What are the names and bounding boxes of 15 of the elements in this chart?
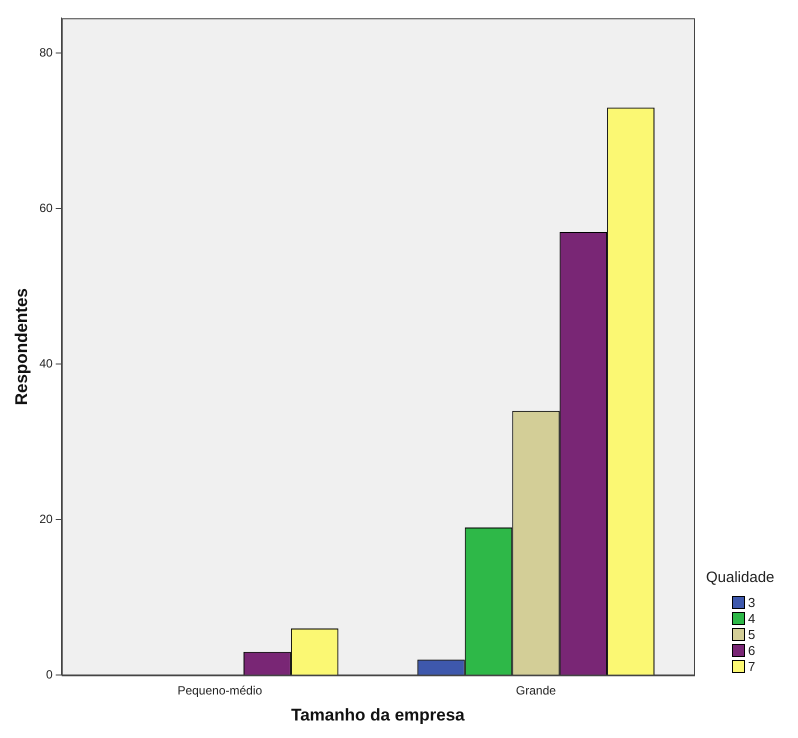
legend-label: 3 bbox=[748, 594, 756, 610]
x-tick-label: Pequeno-médio bbox=[177, 684, 262, 698]
legend-label: 6 bbox=[748, 642, 756, 658]
legend-label: 4 bbox=[748, 610, 756, 626]
y-tick-label: 0 bbox=[46, 668, 54, 682]
y-axis-title: Respondentes bbox=[12, 288, 31, 406]
y-tick-label: 80 bbox=[39, 46, 54, 60]
legend-title: Qualidade bbox=[706, 569, 774, 586]
y-tick-label: 60 bbox=[39, 201, 54, 216]
y-tick-label: 40 bbox=[39, 356, 54, 371]
legend-label: 7 bbox=[748, 658, 756, 674]
y-tick-label: 20 bbox=[39, 512, 54, 526]
legend-label: 5 bbox=[748, 626, 756, 642]
x-tick-label: Grande bbox=[516, 684, 556, 698]
x-axis-title: Tamanho da empresa bbox=[291, 705, 466, 724]
